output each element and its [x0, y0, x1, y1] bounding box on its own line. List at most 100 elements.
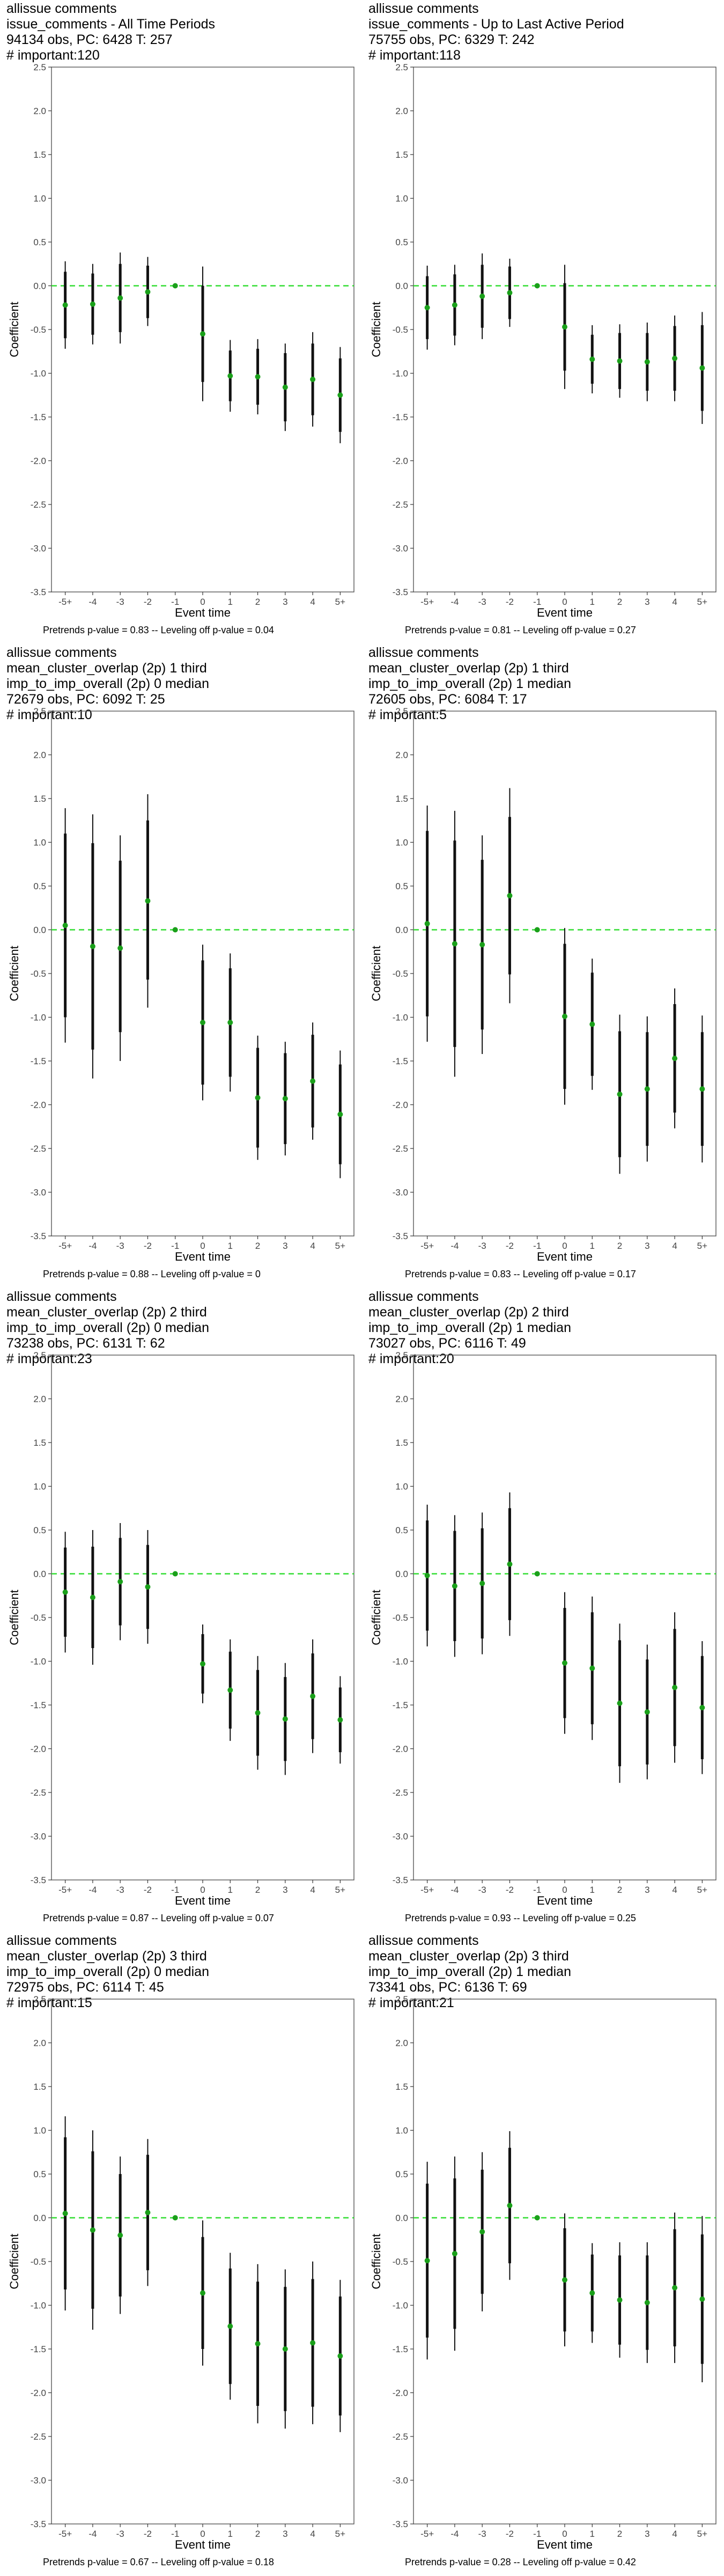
- y-tick-label: -1.5: [31, 412, 46, 422]
- coefficient-point: [479, 294, 485, 299]
- y-tick-label: -3.0: [393, 1832, 408, 1842]
- x-tick-label: -1: [533, 597, 541, 607]
- coefficient-point: [117, 2233, 123, 2238]
- x-tick-label: 3: [645, 2529, 649, 2539]
- coefficient-point: [534, 283, 540, 289]
- chart-footer-pvalues: Pretrends p-value = 0.93 -- Leveling off…: [405, 1913, 636, 1923]
- y-tick-label: 0.5: [33, 1525, 46, 1535]
- coefficient-point: [282, 2346, 288, 2352]
- chart-title-line: imp_to_imp_overall (2p) 1 median: [368, 1964, 571, 1979]
- y-tick-label: 2.0: [33, 106, 46, 116]
- chart-title-block: allissue comments mean_cluster_overlap (2…: [368, 645, 571, 723]
- chart-title-line: issue_comments - All Time Periods: [6, 17, 216, 32]
- x-tick-label: 0: [562, 1885, 567, 1895]
- coefficient-point: [452, 1583, 457, 1589]
- x-axis-label: Event time: [537, 1894, 593, 1907]
- y-tick-label: 2.5: [33, 1350, 46, 1360]
- chart-title-line: allissue comments: [368, 1, 479, 16]
- y-axis-label: Coefficient: [8, 302, 21, 357]
- chart-panel: allissue comments issue_comments - Up to …: [362, 0, 724, 644]
- chart-title-line: imp_to_imp_overall (2p) 1 median: [368, 1320, 571, 1335]
- coefficient-point: [452, 941, 457, 947]
- x-tick-label: 4: [310, 1885, 315, 1895]
- y-tick-label: -1.0: [31, 2301, 46, 2311]
- coefficient-point: [617, 358, 623, 364]
- x-tick-label: -2: [144, 1241, 152, 1251]
- x-tick-label: 5+: [335, 597, 345, 607]
- coefficient-point: [424, 305, 430, 311]
- chart-title-line: # important:120: [6, 48, 100, 63]
- chart-title-line: 73027 obs, PC: 6116 T: 49: [368, 1336, 526, 1351]
- x-tick-label: 4: [310, 1241, 315, 1251]
- chart-title-line: # important:5: [368, 707, 447, 722]
- y-tick-label: 0.5: [33, 881, 46, 891]
- x-tick-label: -4: [450, 2529, 459, 2539]
- y-tick-label: -1.5: [393, 412, 408, 422]
- y-tick-label: 1.5: [33, 794, 46, 804]
- x-tick-label: 4: [310, 2529, 315, 2539]
- y-tick-label: -1.5: [393, 1056, 408, 1066]
- coefficient-point: [479, 1580, 485, 1586]
- coefficient-point: [699, 365, 705, 371]
- y-tick-label: -2.0: [31, 456, 46, 466]
- y-tick-label: 1.0: [33, 838, 46, 848]
- y-tick-label: -2.5: [393, 2432, 408, 2442]
- coefficient-point: [589, 2290, 595, 2296]
- coefficient-point: [424, 2258, 430, 2264]
- y-tick-label: 2.5: [395, 62, 408, 72]
- y-tick-label: -3.0: [31, 2476, 46, 2486]
- x-tick-label: -1: [171, 2529, 179, 2539]
- coefficient-point: [562, 2277, 567, 2283]
- y-tick-label: -0.5: [393, 2257, 408, 2267]
- coefficient-point: [282, 384, 288, 390]
- x-tick-label: -1: [171, 1241, 179, 1251]
- y-tick-label: 0.5: [395, 237, 408, 247]
- x-tick-label: 0: [200, 597, 205, 607]
- y-tick-label: 0.5: [395, 881, 408, 891]
- coefficient-point: [617, 1700, 623, 1706]
- x-tick-label: 5+: [335, 1885, 345, 1895]
- y-tick-label: -2.5: [31, 500, 46, 510]
- y-tick-label: 0.5: [395, 2169, 408, 2179]
- y-tick-label: -3.0: [393, 1188, 408, 1198]
- chart-title-block: allissue comments issue_comments - All Ti…: [6, 1, 215, 63]
- x-tick-label: 2: [255, 597, 260, 607]
- y-tick-label: -3.5: [393, 587, 408, 597]
- y-tick-label: -3.5: [393, 1875, 408, 1885]
- chart-title-block: allissue comments mean_cluster_overlap (2…: [6, 645, 209, 723]
- x-tick-label: 0: [562, 2529, 567, 2539]
- y-tick-label: 0.0: [395, 2213, 408, 2223]
- y-tick-label: -2.5: [31, 2432, 46, 2442]
- chart-title-line: # important:118: [368, 48, 461, 63]
- chart-title-line: # important:10: [6, 707, 92, 722]
- coefficient-point: [562, 1013, 567, 1019]
- coefficient-point: [62, 2211, 68, 2216]
- x-tick-label: -5+: [420, 1885, 434, 1895]
- chart-title-line: imp_to_imp_overall (2p) 1 median: [368, 676, 571, 691]
- chart-panel: allissue comments mean_cluster_overlap (2…: [0, 1288, 362, 1932]
- chart-panel: allissue comments mean_cluster_overlap (2…: [0, 1932, 362, 2576]
- x-tick-label: 0: [200, 1885, 205, 1895]
- x-tick-label: 3: [283, 2529, 287, 2539]
- x-tick-label: 3: [645, 1241, 649, 1251]
- x-tick-label: 4: [672, 2529, 677, 2539]
- x-tick-label: 4: [672, 597, 677, 607]
- y-tick-label: -0.5: [393, 1613, 408, 1623]
- x-tick-label: -2: [506, 1885, 514, 1895]
- chart-panel: allissue comments mean_cluster_overlap (2…: [362, 1932, 724, 2576]
- y-tick-label: -0.5: [31, 969, 46, 979]
- coefficient-point: [227, 1687, 233, 1693]
- x-tick-label: 5+: [697, 597, 707, 607]
- x-axis-label: Event time: [175, 1250, 231, 1263]
- chart-title-line: allissue comments: [6, 1, 117, 16]
- x-tick-label: -3: [478, 597, 486, 607]
- chart-title-line: 72605 obs, PC: 6084 T: 17: [368, 692, 527, 707]
- coefficient-point: [200, 2290, 205, 2296]
- y-tick-label: 1.0: [33, 2126, 46, 2136]
- coefficient-point: [644, 2300, 650, 2306]
- chart-footer-pvalues: Pretrends p-value = 0.87 -- Leveling off…: [43, 1913, 274, 1923]
- chart-title-line: mean_cluster_overlap (2p) 3 third: [368, 1949, 569, 1964]
- x-tick-label: 0: [562, 1241, 567, 1251]
- chart-footer-pvalues: Pretrends p-value = 0.81 -- Leveling off…: [405, 625, 636, 635]
